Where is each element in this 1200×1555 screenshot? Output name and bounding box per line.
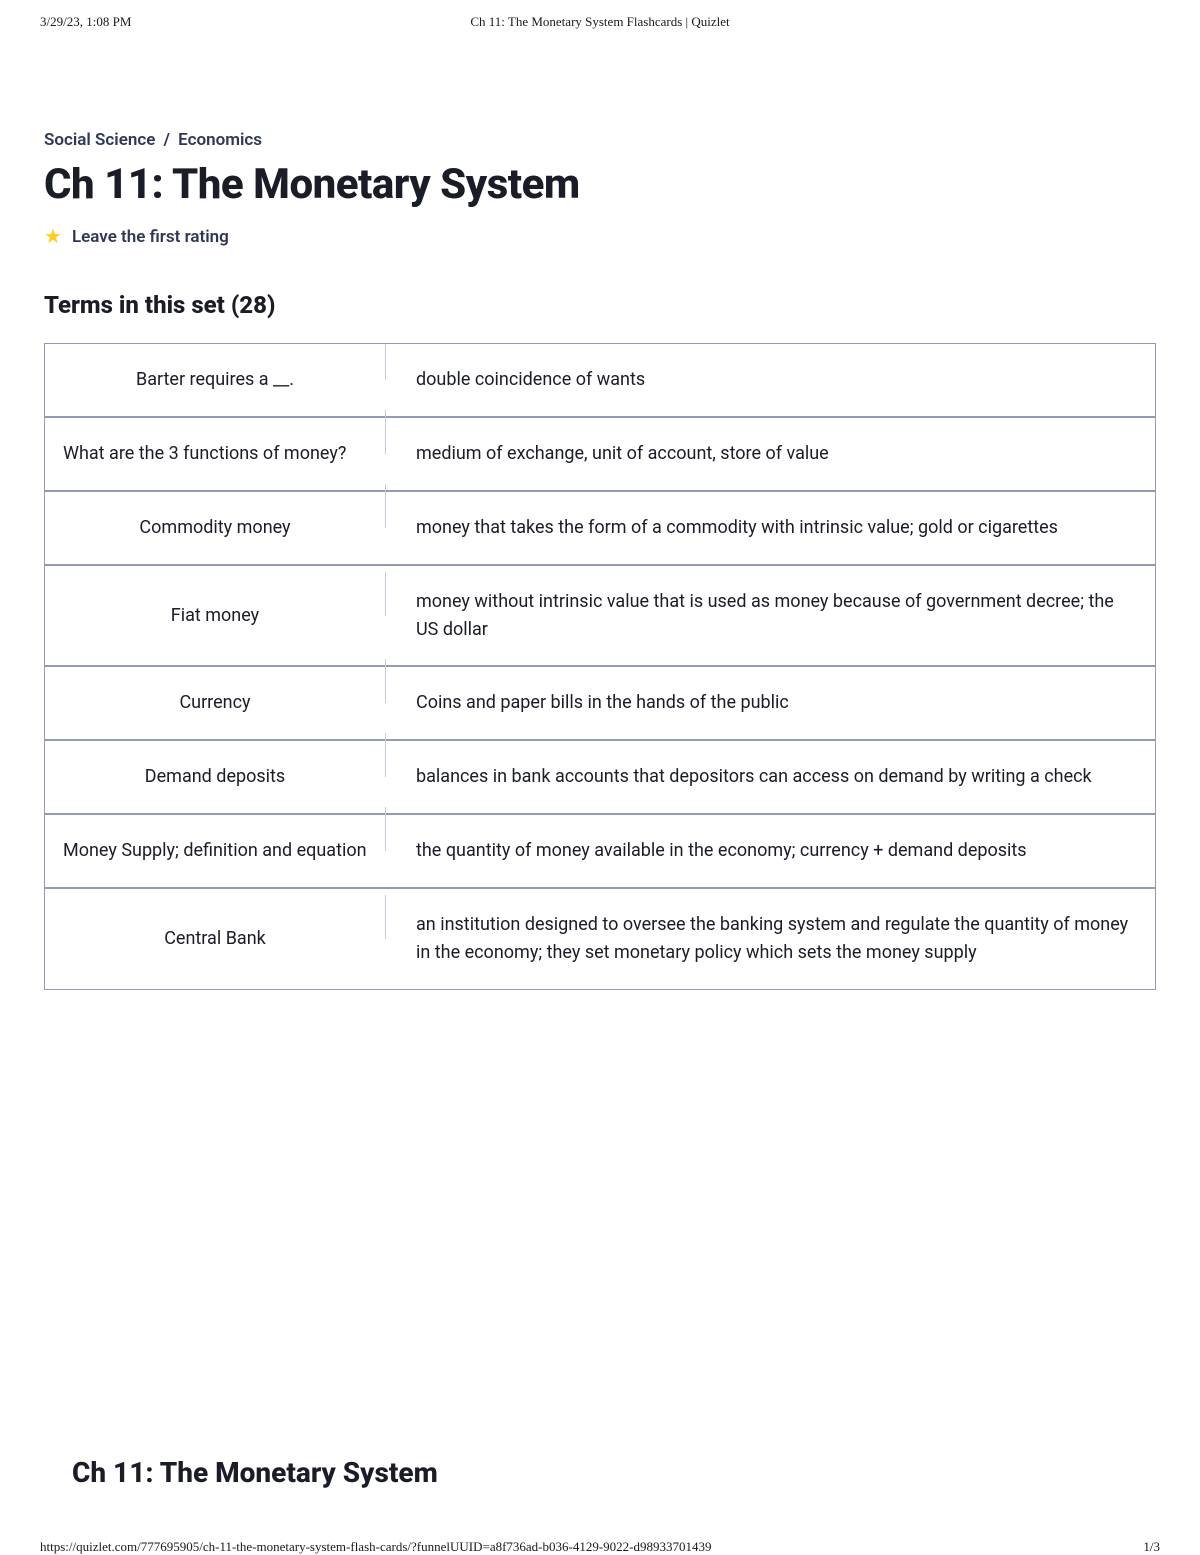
term-text: Fiat money [45, 566, 385, 666]
definition-text: money that takes the form of a commodity… [386, 492, 1155, 564]
term-row: Commodity money money that takes the for… [45, 492, 1155, 566]
definition-text: medium of exchange, unit of account, sto… [386, 418, 1155, 490]
terms-table: Barter requires a __. double coincidence… [44, 343, 1156, 990]
definition-text: money without intrinsic value that is us… [386, 566, 1155, 666]
breadcrumb: Social Science / Economics [44, 130, 1156, 150]
breadcrumb-link-economics[interactable]: Economics [178, 130, 262, 150]
term-text: Currency [45, 667, 385, 739]
footer-title: Ch 11: The Monetary System [72, 1456, 438, 1489]
term-row: Money Supply; definition and equation th… [45, 815, 1155, 889]
term-text: Central Bank [45, 889, 385, 989]
term-text: What are the 3 functions of money? [45, 418, 385, 490]
term-row: Demand deposits balances in bank account… [45, 741, 1155, 815]
rating-label: Leave the first rating [72, 227, 229, 247]
term-text: Commodity money [45, 492, 385, 564]
term-row: Central Bank an institution designed to … [45, 889, 1155, 989]
rating-row[interactable]: ★ Leave the first rating [44, 227, 1156, 247]
term-text: Money Supply; definition and equation [45, 815, 385, 887]
definition-text: the quantity of money available in the e… [386, 815, 1155, 887]
definition-text: an institution designed to oversee the b… [386, 889, 1155, 989]
term-text: Demand deposits [45, 741, 385, 813]
breadcrumb-separator: / [164, 130, 170, 150]
star-icon: ★ [44, 227, 62, 247]
definition-text: Coins and paper bills in the hands of th… [386, 667, 1155, 739]
term-row: Fiat money money without intrinsic value… [45, 566, 1155, 668]
page-title: Ch 11: The Monetary System [44, 160, 1156, 209]
definition-text: double coincidence of wants [386, 344, 1155, 416]
breadcrumb-link-social-science[interactable]: Social Science [44, 130, 155, 150]
terms-heading: Terms in this set (28) [44, 291, 1156, 319]
term-row: What are the 3 functions of money? mediu… [45, 418, 1155, 492]
print-title: Ch 11: The Monetary System Flashcards | … [0, 14, 1200, 30]
definition-text: balances in bank accounts that depositor… [386, 741, 1155, 813]
term-text: Barter requires a __. [45, 344, 385, 416]
page-content: Social Science / Economics Ch 11: The Mo… [44, 130, 1156, 990]
term-row: Barter requires a __. double coincidence… [45, 344, 1155, 418]
term-row: Currency Coins and paper bills in the ha… [45, 667, 1155, 741]
